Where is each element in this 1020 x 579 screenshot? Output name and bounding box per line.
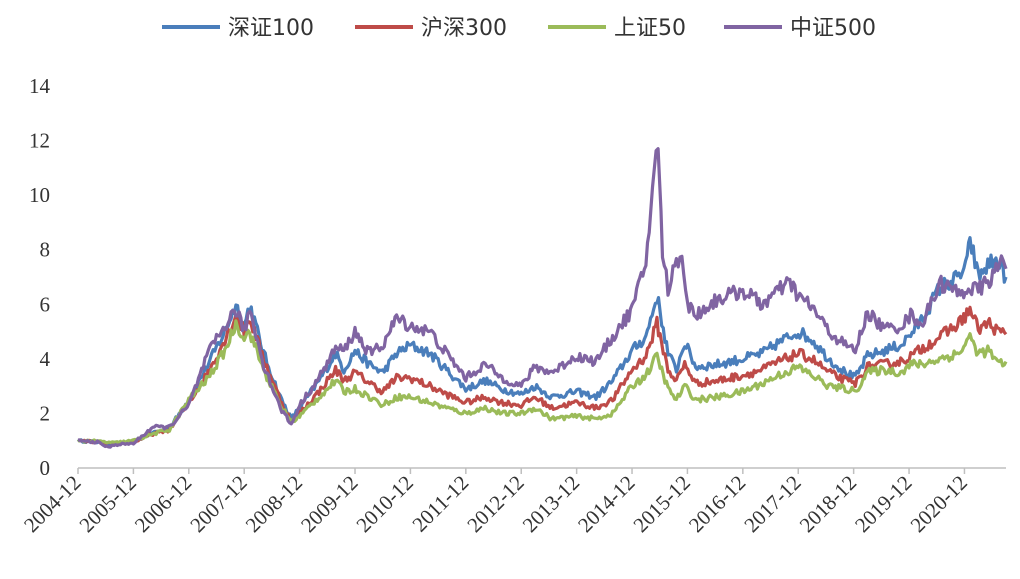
x-tick-label: 2018-12 xyxy=(795,471,861,537)
series-layer xyxy=(76,147,1008,449)
x-tick-label: 2020-12 xyxy=(906,471,972,537)
x-tick-label: 2019-12 xyxy=(850,471,916,537)
legend-label: 中证500 xyxy=(790,16,876,41)
x-tick-label: 2015-12 xyxy=(629,471,695,537)
y-tick-label: 12 xyxy=(29,129,50,153)
legend-label: 沪深300 xyxy=(421,16,507,41)
legend-label: 深证100 xyxy=(228,16,314,41)
y-tick-label: 4 xyxy=(40,347,51,371)
y-tick-label: 2 xyxy=(40,401,51,425)
y-tick-label: 8 xyxy=(40,238,51,262)
y-tick-label: 6 xyxy=(40,292,51,316)
y-tick-label: 14 xyxy=(29,74,51,98)
series-line-2 xyxy=(77,319,1008,445)
y-axis: 0 2 4 6 8 10 12 14 xyxy=(29,74,51,480)
x-tick-label: 2010-12 xyxy=(351,471,417,537)
y-tick-label: 10 xyxy=(29,183,50,207)
x-tick-label: 2014-12 xyxy=(573,471,639,537)
legend: 深证100 沪深300 上证50 中证500 xyxy=(162,16,876,41)
x-tick-label: 2005-12 xyxy=(74,471,140,537)
series-line-1 xyxy=(77,305,1008,447)
x-tick-label: 2007-12 xyxy=(185,471,251,537)
y-tick-label: 0 xyxy=(40,456,51,480)
x-tick-label: 2011-12 xyxy=(407,471,473,537)
x-tick-label: 2017-12 xyxy=(739,471,805,537)
x-tick-label: 2009-12 xyxy=(296,471,362,537)
x-tick-label: 2013-12 xyxy=(518,471,584,537)
x-tick-label: 2006-12 xyxy=(130,471,196,537)
x-tick-label: 2008-12 xyxy=(241,471,307,537)
series-line-3 xyxy=(77,147,1008,449)
x-tick-label: 2004-12 xyxy=(19,471,85,537)
x-tick-label: 2012-12 xyxy=(462,471,528,537)
x-tick-label: 2016-12 xyxy=(684,471,750,537)
x-axis: 2004-122005-122006-122007-122008-122009-… xyxy=(19,467,1006,537)
legend-label: 上证50 xyxy=(614,16,686,41)
